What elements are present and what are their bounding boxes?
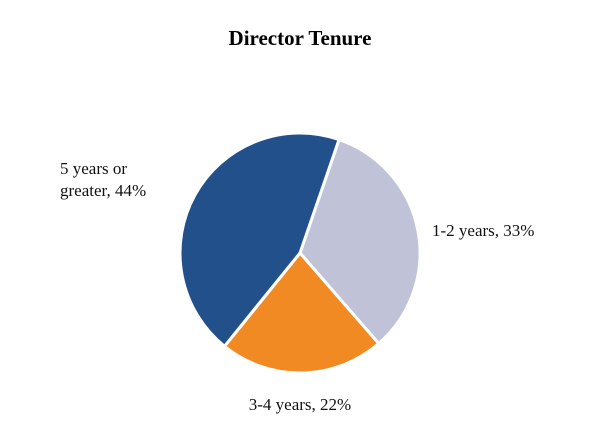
slice-label: 3-4 years, 22% [248, 395, 352, 414]
pie-slice [178, 131, 341, 349]
pie-slice [222, 250, 381, 375]
pie-slice [298, 137, 422, 346]
slice-label: 1-2 years, 33% [432, 221, 535, 240]
chart-title: Director Tenure [228, 26, 372, 50]
slice-label: 5 years or greater, 44% [60, 159, 147, 200]
